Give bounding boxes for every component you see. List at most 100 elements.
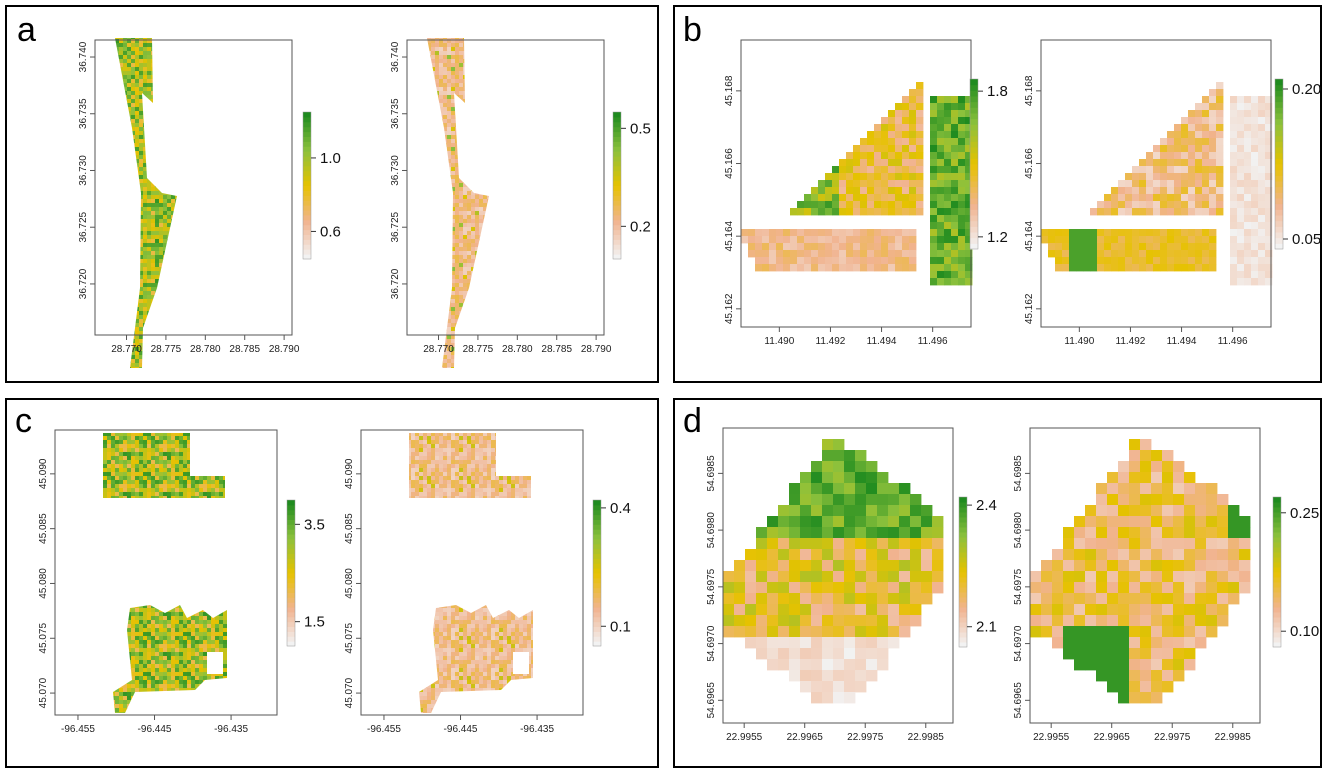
raster-cell	[921, 516, 933, 528]
raster-cell	[1118, 681, 1130, 693]
raster-cell	[1202, 243, 1210, 251]
raster-cell	[877, 549, 889, 561]
raster-cell	[800, 571, 812, 583]
legend-color-step	[1275, 113, 1283, 120]
raster-cell	[1202, 187, 1210, 195]
legend-color-step	[593, 509, 601, 516]
raster-cell	[1230, 96, 1238, 104]
legend-color-step	[970, 169, 978, 176]
raster-cell	[844, 571, 856, 583]
raster-cell	[800, 483, 812, 495]
y-tick-label: 45.166	[724, 148, 735, 179]
raster-cell	[881, 124, 889, 132]
raster-cell	[1083, 250, 1091, 258]
raster-cell	[930, 236, 938, 244]
raster-cell	[1111, 250, 1119, 258]
legend-color-step	[303, 219, 311, 226]
raster-cell	[1265, 96, 1273, 104]
raster-cell	[965, 152, 973, 160]
raster-cell	[1074, 538, 1086, 550]
raster-cell	[1074, 626, 1086, 638]
raster-cell	[1118, 236, 1126, 244]
raster-cell	[800, 527, 812, 539]
legend-color-step	[970, 164, 978, 171]
raster-cell	[944, 229, 952, 237]
raster-cell	[902, 138, 910, 146]
raster-cell	[951, 131, 959, 139]
raster-cell	[822, 648, 834, 660]
raster-cell	[888, 250, 896, 258]
raster-cell	[853, 187, 861, 195]
raster-cell	[839, 257, 847, 265]
raster-cell	[909, 243, 917, 251]
raster-cell	[1188, 145, 1196, 153]
raster-cell	[1125, 208, 1133, 216]
raster-cell	[762, 236, 770, 244]
raster-cell	[1096, 549, 1108, 561]
raster-cell	[811, 516, 823, 528]
raster-cell	[888, 549, 900, 561]
raster-cell	[958, 96, 966, 104]
x-tick-label: -96.455	[61, 724, 95, 735]
raster-cell	[930, 180, 938, 188]
raster-cell	[804, 208, 812, 216]
raster-cell	[1230, 243, 1238, 251]
legend-color-step	[593, 582, 601, 589]
y-tick-label: 36.730	[390, 155, 401, 186]
raster-cell	[1216, 201, 1224, 209]
raster-cell	[1107, 494, 1119, 506]
raster-cell	[855, 648, 867, 660]
raster-cell	[860, 250, 868, 258]
raster-cell	[951, 208, 959, 216]
raster-cell	[1151, 681, 1163, 693]
raster-cell	[902, 117, 910, 125]
raster-cell	[1125, 194, 1133, 202]
raster-cell	[1237, 264, 1245, 272]
raster-cell	[1118, 538, 1130, 550]
raster-cell	[888, 604, 900, 616]
raster-cell	[1251, 264, 1259, 272]
legend-color-step	[1275, 220, 1283, 227]
x-tick-label: 28.770	[111, 344, 142, 355]
raster-cell	[874, 264, 882, 272]
raster-cell	[1258, 257, 1266, 265]
raster-cell	[1162, 483, 1174, 495]
raster-cell	[1151, 637, 1163, 649]
raster-cell	[833, 494, 845, 506]
x-tick-label: 22.9965	[1094, 732, 1131, 743]
raster-cell	[1251, 117, 1259, 125]
raster-cell	[895, 145, 903, 153]
raster-cell	[1063, 637, 1075, 649]
raster-cell	[1216, 124, 1224, 132]
raster-cell	[1202, 110, 1210, 118]
plot-b-right: 11.490 11.492 11.494 11.49645.16245.16445.1…	[1024, 39, 1321, 347]
raster-cell	[1096, 593, 1108, 605]
raster-cell	[902, 152, 910, 160]
raster-cell	[888, 173, 896, 181]
raster-cell	[811, 659, 823, 671]
raster-cell	[1217, 604, 1229, 616]
raster-cell	[1188, 173, 1196, 181]
panel-b-svg: 11.490 11.492 11.494 11.49645.16245.16445.1…	[724, 39, 1321, 347]
raster-cell	[778, 560, 790, 572]
legend-color-step	[1273, 552, 1281, 558]
raster-cell	[1129, 571, 1141, 583]
x-tick-label: 28.790	[581, 344, 612, 355]
raster-cell	[866, 637, 878, 649]
raster-cell	[1160, 236, 1168, 244]
raster-cell	[951, 103, 959, 111]
legend-color-step	[303, 185, 311, 191]
raster-cell	[881, 243, 889, 251]
raster-cell	[1162, 648, 1174, 660]
raster-cell	[944, 117, 952, 125]
raster-cell	[833, 670, 845, 682]
raster-cell	[1140, 571, 1152, 583]
raster-cell	[951, 271, 959, 279]
legend-color-step	[959, 517, 967, 523]
raster-cell	[846, 208, 854, 216]
raster-cell	[1132, 201, 1140, 209]
raster-cell	[1125, 187, 1133, 195]
raster-cell	[958, 229, 966, 237]
raster-cell	[937, 201, 945, 209]
raster-cell	[1129, 439, 1141, 451]
